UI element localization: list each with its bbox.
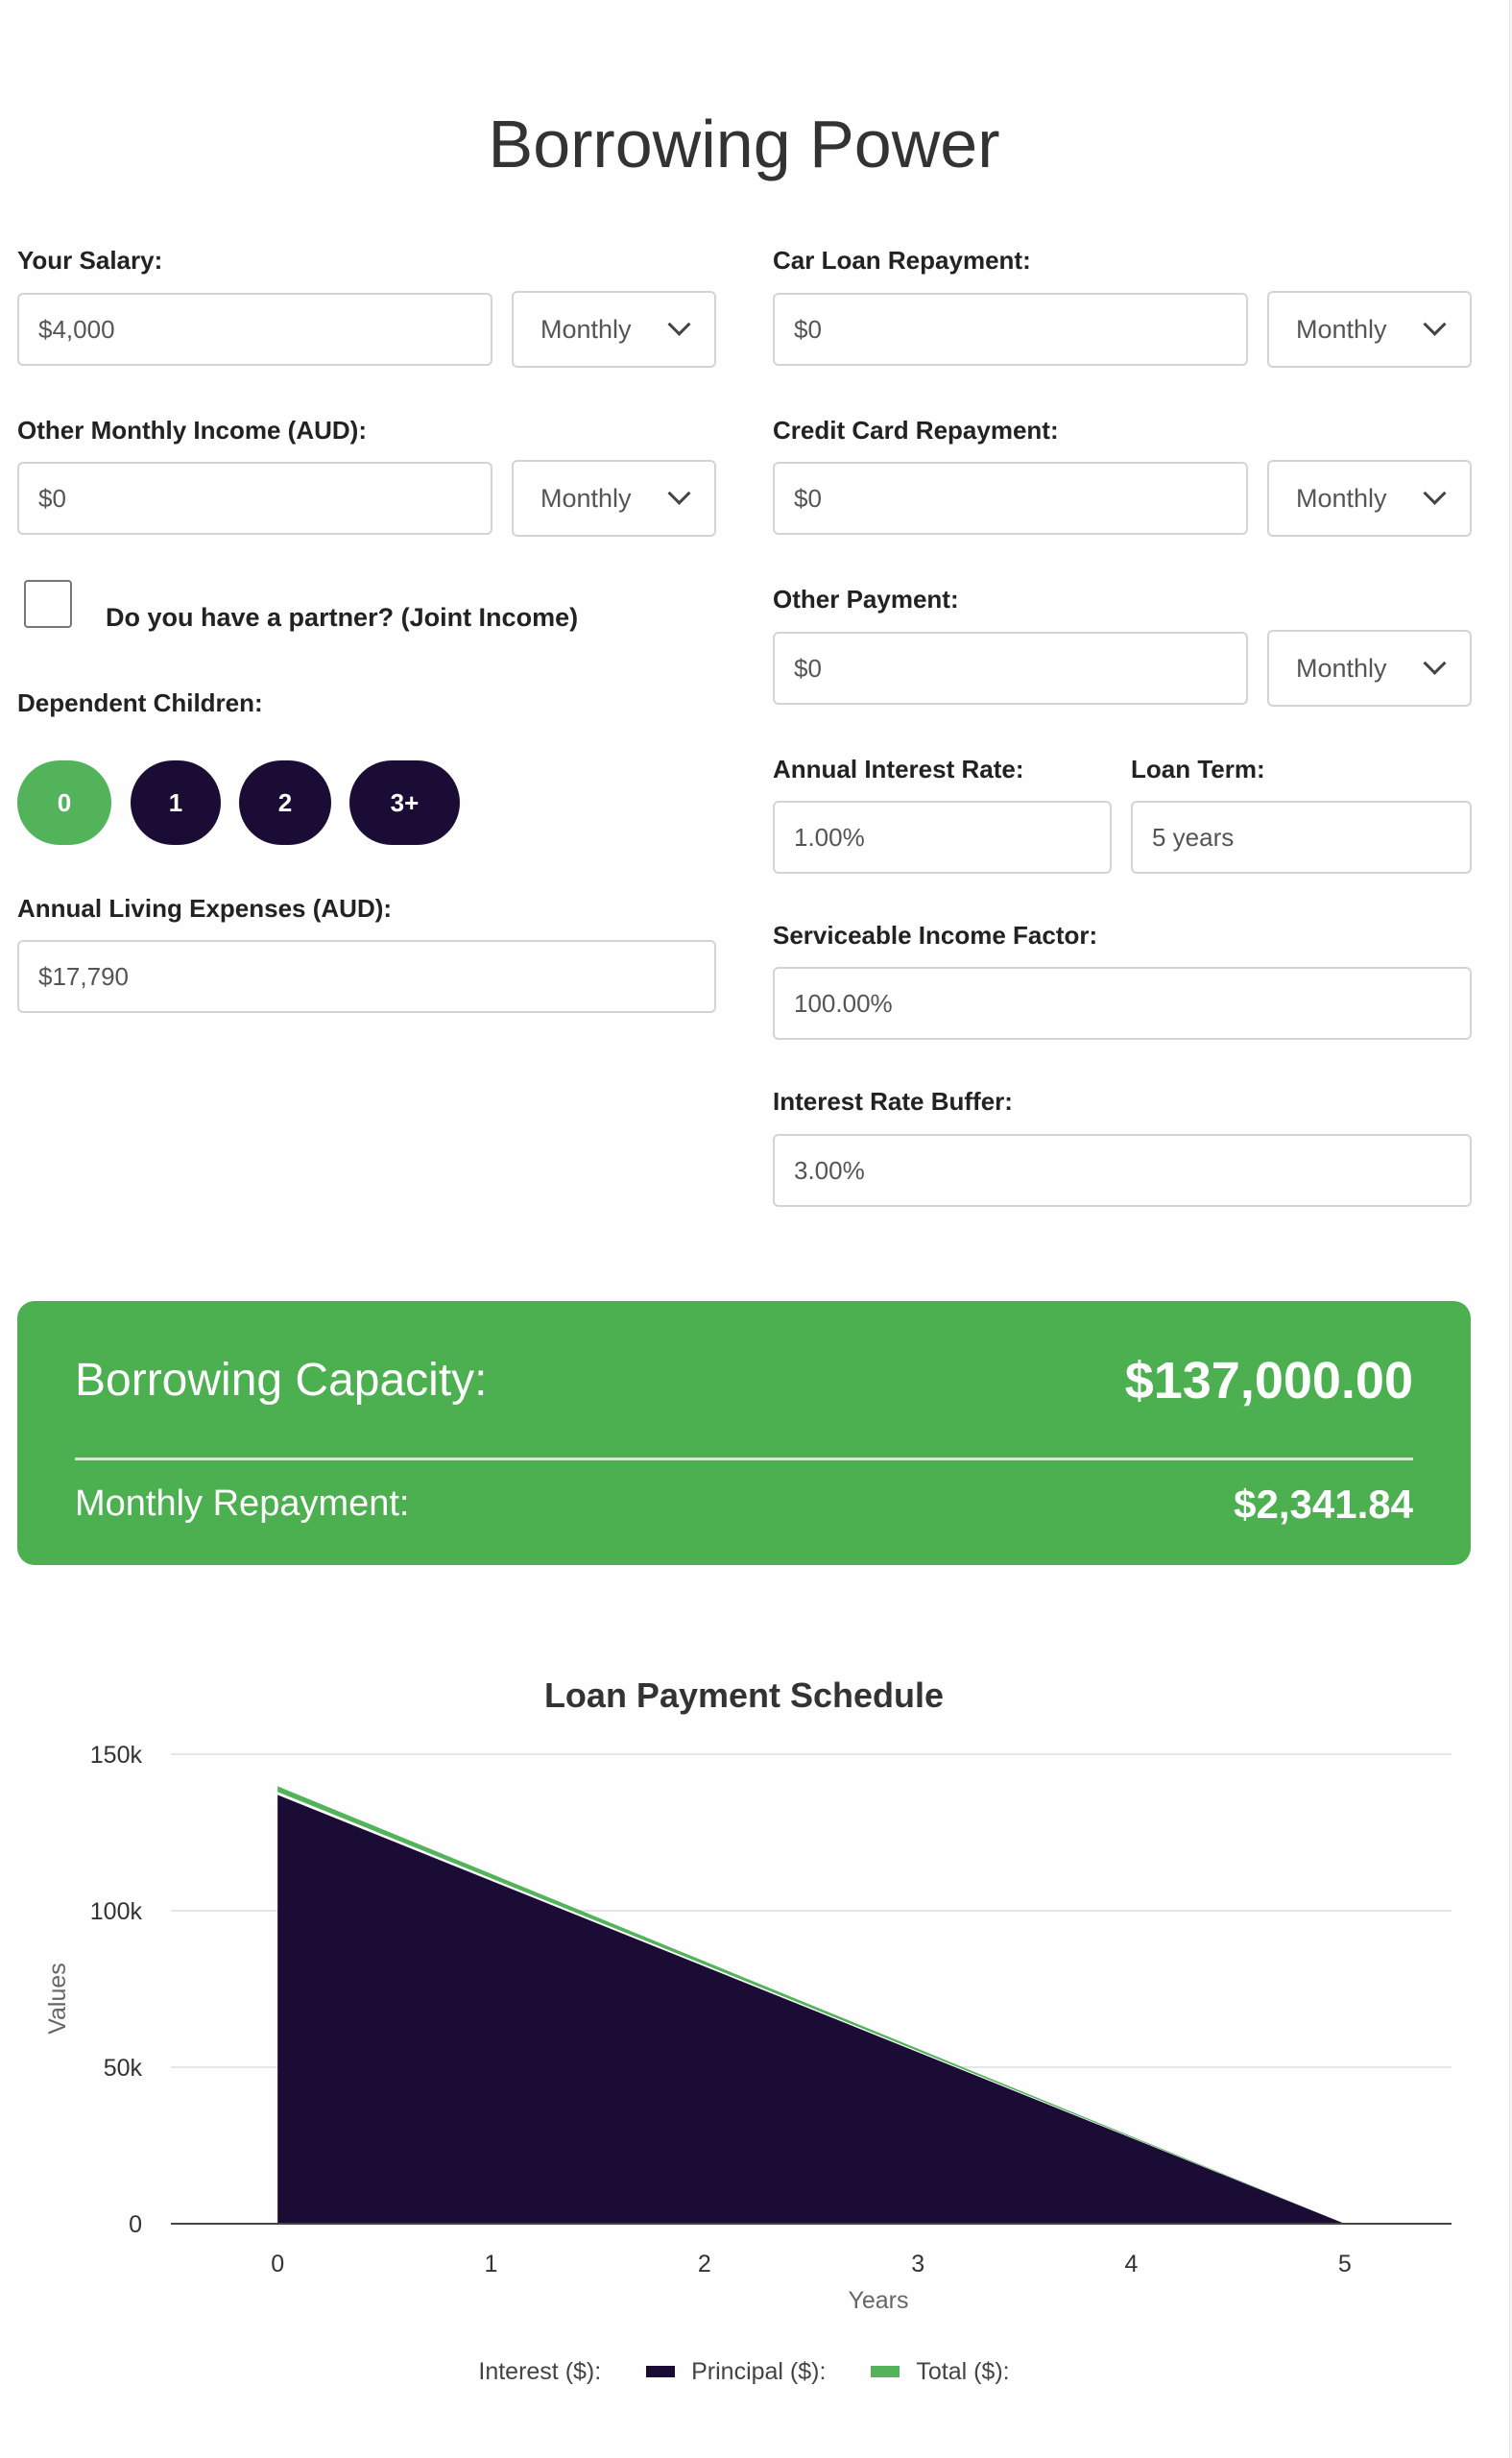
other-income-frequency-select[interactable]: Monthly xyxy=(512,460,716,537)
living-expenses-input[interactable] xyxy=(17,940,716,1013)
dependents-label: Dependent Children: xyxy=(17,688,263,717)
dependents-option-0[interactable]: 0 xyxy=(17,760,111,845)
other-payment-frequency-value: Monthly xyxy=(1296,653,1387,683)
borrowing-capacity-value: $137,000.00 xyxy=(1124,1352,1413,1410)
y-axis-label: Values xyxy=(44,1963,71,2035)
salary-label: Your Salary: xyxy=(17,246,163,275)
car-loan-frequency-select[interactable]: Monthly xyxy=(1267,291,1472,368)
monthly-repayment-label: Monthly Repayment: xyxy=(75,1483,410,1524)
credit-card-frequency-select[interactable]: Monthly xyxy=(1267,460,1472,537)
result-divider xyxy=(75,1458,1413,1460)
car-loan-frequency-value: Monthly xyxy=(1296,314,1387,344)
result-panel: Borrowing Capacity: $137,000.00 Monthly … xyxy=(17,1301,1471,1565)
x-axis-label: Years xyxy=(848,2287,908,2314)
other-payment-label: Other Payment: xyxy=(773,585,959,614)
dependents-option-2[interactable]: 2 xyxy=(239,760,331,845)
loan-schedule-chart: 0 50k 100k 150k 0 1 2 3 4 5 Years Values xyxy=(44,1742,1452,2314)
x-tick-label: 2 xyxy=(698,2251,711,2277)
living-expenses-label: Annual Living Expenses (AUD): xyxy=(17,894,393,923)
credit-card-input[interactable] xyxy=(773,462,1248,535)
salary-input[interactable] xyxy=(17,293,492,366)
legend-principal-label[interactable]: Principal ($): xyxy=(691,2357,827,2385)
chevron-down-icon xyxy=(667,312,691,336)
partner-label: Do you have a partner? (Joint Income) xyxy=(106,603,579,632)
loan-term-input[interactable] xyxy=(1131,801,1472,874)
y-tick-label: 50k xyxy=(104,2055,143,2082)
other-income-frequency-value: Monthly xyxy=(540,483,632,513)
income-factor-label: Serviceable Income Factor: xyxy=(773,921,1098,950)
loan-term-label: Loan Term: xyxy=(1131,755,1265,783)
chevron-down-icon xyxy=(1423,312,1447,336)
chevron-down-icon xyxy=(1423,481,1447,505)
x-tick-label: 4 xyxy=(1125,2251,1139,2277)
other-payment-frequency-select[interactable]: Monthly xyxy=(1267,630,1472,707)
y-tick-label: 0 xyxy=(129,2211,142,2238)
credit-card-label: Credit Card Repayment: xyxy=(773,416,1059,445)
x-tick-label: 1 xyxy=(485,2251,498,2277)
chevron-down-icon xyxy=(667,481,691,505)
interest-rate-input[interactable] xyxy=(773,801,1112,874)
salary-frequency-value: Monthly xyxy=(540,314,632,344)
legend-principal-swatch xyxy=(646,2366,676,2378)
other-income-label: Other Monthly Income (AUD): xyxy=(17,416,367,445)
dependents-option-3plus[interactable]: 3+ xyxy=(349,760,460,845)
x-tick-label: 3 xyxy=(911,2251,924,2277)
legend-interest-label[interactable]: Interest ($): xyxy=(478,2357,602,2385)
dependents-option-1[interactable]: 1 xyxy=(131,760,221,845)
car-loan-label: Car Loan Repayment: xyxy=(773,246,1031,275)
chevron-down-icon xyxy=(1423,651,1447,675)
y-tick-label: 100k xyxy=(90,1898,143,1925)
car-loan-input[interactable] xyxy=(773,293,1248,366)
borrowing-capacity-label: Borrowing Capacity: xyxy=(75,1355,488,1406)
legend-total-swatch xyxy=(871,2366,900,2378)
rate-buffer-input[interactable] xyxy=(773,1134,1472,1207)
interest-rate-label: Annual Interest Rate: xyxy=(773,755,1024,783)
y-tick-label: 150k xyxy=(90,1742,143,1769)
chart-title: Loan Payment Schedule xyxy=(543,1675,945,1715)
rate-buffer-label: Interest Rate Buffer: xyxy=(773,1087,1013,1116)
other-income-input[interactable] xyxy=(17,462,492,535)
legend-total-label[interactable]: Total ($): xyxy=(916,2357,1010,2385)
salary-frequency-select[interactable]: Monthly xyxy=(512,291,716,368)
partner-checkbox[interactable] xyxy=(24,580,72,628)
x-tick-label: 5 xyxy=(1338,2251,1352,2277)
page-title: Borrowing Power xyxy=(488,107,1000,181)
x-tick-label: 0 xyxy=(271,2251,284,2277)
credit-card-frequency-value: Monthly xyxy=(1296,483,1387,513)
income-factor-input[interactable] xyxy=(773,967,1472,1040)
monthly-repayment-value: $2,341.84 xyxy=(1234,1482,1413,1527)
other-payment-input[interactable] xyxy=(773,632,1248,705)
chart-legend: Interest ($): Principal ($): Total ($): xyxy=(0,2357,1488,2386)
